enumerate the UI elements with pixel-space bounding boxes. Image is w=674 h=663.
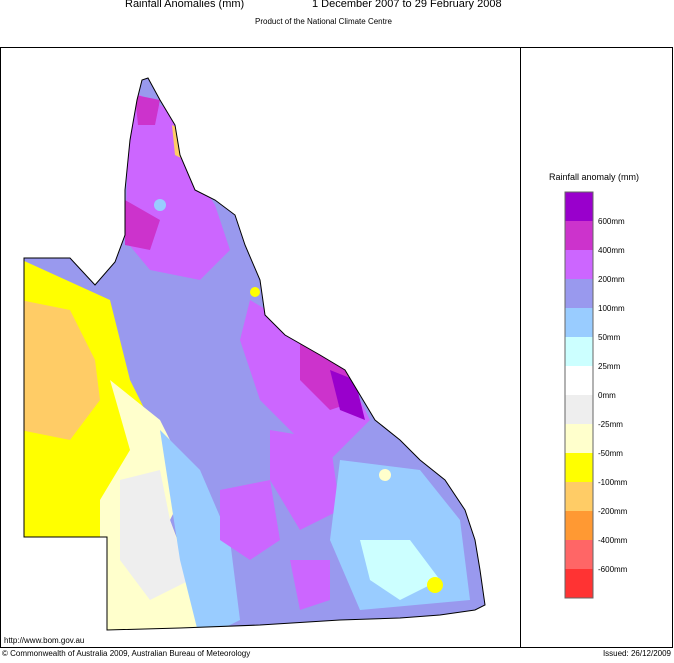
legend-title: Rainfall anomaly (mm) (549, 172, 639, 182)
legend-swatch (565, 540, 593, 569)
legend-swatch (565, 482, 593, 511)
legend-label: 100mm (598, 304, 625, 313)
legend-swatch (565, 569, 593, 598)
frame (0, 47, 673, 648)
legend-swatch (565, 395, 593, 424)
legend-label: 400mm (598, 246, 625, 255)
legend-swatch (565, 511, 593, 540)
legend-label: -50mm (598, 449, 623, 458)
legend-swatch (565, 366, 593, 395)
legend-label: -600mm (598, 565, 628, 574)
legend-label: 200mm (598, 275, 625, 284)
legend-swatch (565, 308, 593, 337)
legend-swatch (565, 424, 593, 453)
legend-swatch (565, 250, 593, 279)
legend-label: 25mm (598, 362, 621, 371)
legend-label: -25mm (598, 420, 623, 429)
legend-label: 50mm (598, 333, 621, 342)
legend-label: 600mm (598, 217, 625, 226)
map-subtitle: Product of the National Climate Centre (255, 17, 393, 26)
legend-border (564, 191, 594, 599)
legend-label: -400mm (598, 536, 628, 545)
issued: Issued: 26/12/2009 (603, 649, 672, 658)
legend-label: 0mm (598, 391, 616, 400)
url: http://www.bom.gov.au (4, 636, 84, 645)
map (24, 78, 485, 630)
legend-swatch (565, 192, 593, 221)
copyright: © Commonwealth of Australia 2009, Austra… (2, 649, 250, 658)
legend: 600mm 400mm 200mm 100mm 50mm 25mm 0mm -25mm -50m… (564, 191, 628, 599)
legend-swatch (565, 337, 593, 366)
map-period: 1 December 2007 to 29 February 2008 (312, 0, 502, 10)
legend-swatch (565, 221, 593, 250)
map-title: Rainfall Anomalies (mm) (125, 0, 244, 10)
legend-swatch (565, 279, 593, 308)
legend-label: -100mm (598, 478, 628, 487)
legend-swatch (565, 453, 593, 482)
legend-label: -200mm (598, 507, 628, 516)
